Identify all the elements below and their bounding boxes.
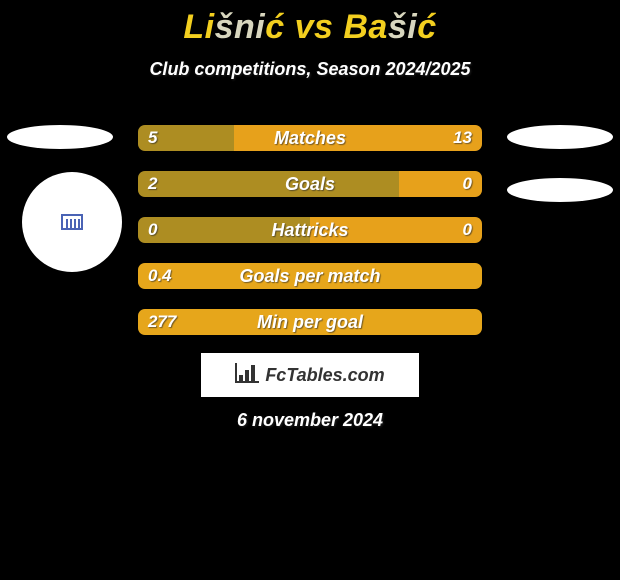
- title-frag: vs Ba: [285, 8, 388, 46]
- brand-label: FcTables.com: [265, 365, 384, 386]
- title-frag: ši: [388, 8, 417, 46]
- player1-club-badge: [22, 172, 122, 272]
- title-frag: ć: [417, 8, 436, 46]
- stat-label: Goals per match: [138, 263, 482, 289]
- stat-label: Goals: [138, 171, 482, 197]
- date-label: 6 november 2024: [0, 410, 620, 431]
- stat-label: Min per goal: [138, 309, 482, 335]
- player2-name-placeholder: [507, 125, 613, 149]
- club-crest-icon: [61, 214, 83, 230]
- comparison-card: Lišnić vs Bašić Club competitions, Seaso…: [0, 0, 620, 580]
- stat-row-min-per-goal: 277Min per goal: [138, 309, 482, 335]
- page-title: Lišnić vs Bašić: [0, 0, 620, 47]
- stat-row-hattricks: 00Hattricks: [138, 217, 482, 243]
- stat-label: Hattricks: [138, 217, 482, 243]
- title-frag: ć: [265, 8, 284, 46]
- subtitle: Club competitions, Season 2024/2025: [0, 59, 620, 80]
- title-frag: šni: [215, 8, 266, 46]
- player1-name-placeholder: [7, 125, 113, 149]
- stat-bars: 513Matches 20Goals 00Hattricks 0.4Goals per…: [138, 125, 482, 355]
- title-frag: Li: [183, 8, 214, 46]
- player2-club-placeholder: [507, 178, 613, 202]
- stat-row-goals: 20Goals: [138, 171, 482, 197]
- stat-row-matches: 513Matches: [138, 125, 482, 151]
- stat-row-goals-per-match: 0.4Goals per match: [138, 263, 482, 289]
- bar-chart-icon: [235, 363, 259, 388]
- stat-label: Matches: [138, 125, 482, 151]
- brand-box: FcTables.com: [201, 353, 419, 397]
